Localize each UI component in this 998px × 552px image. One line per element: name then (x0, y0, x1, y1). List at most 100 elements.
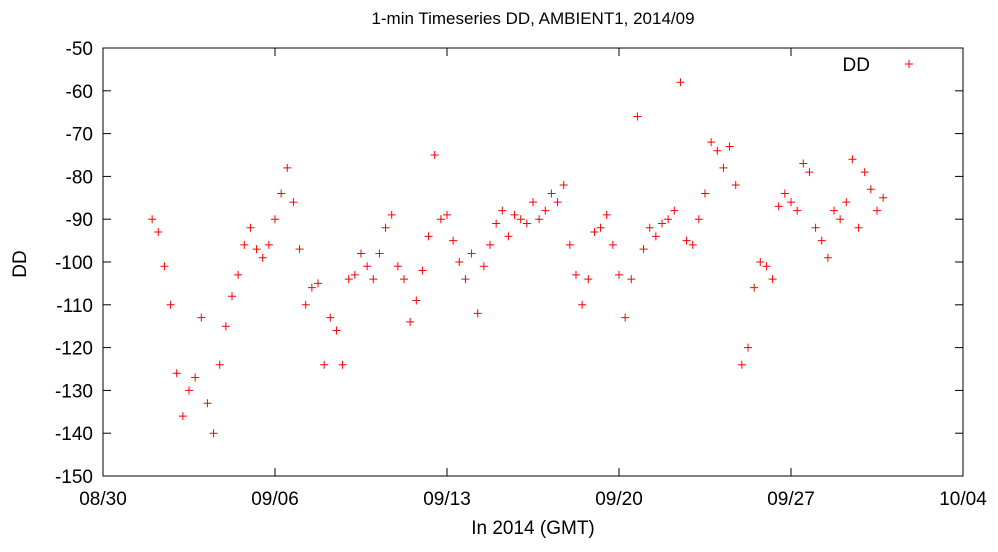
data-point (516, 215, 525, 224)
data-point (547, 189, 556, 198)
y-tick-label: -70 (66, 125, 93, 146)
data-point (744, 343, 752, 352)
data-point (535, 215, 544, 224)
data-point (578, 300, 587, 309)
x-axis: 08/30 09/06 09/13 09/20 09/27 10/04 (79, 48, 987, 510)
data-point (479, 262, 488, 271)
data-point (701, 189, 709, 198)
data-point (584, 275, 593, 284)
data-point (264, 240, 273, 249)
y-tick-label: -60 (66, 82, 93, 103)
data-point (830, 206, 838, 215)
data-point (277, 189, 286, 198)
data-point (320, 360, 329, 369)
data-point (178, 412, 187, 421)
y-tick-label: -110 (56, 296, 93, 317)
data-point (529, 198, 537, 207)
data-point (725, 142, 734, 151)
y-tick-label: -90 (66, 210, 93, 231)
data-point (565, 240, 574, 249)
data-point (590, 228, 599, 237)
data-point (504, 232, 513, 241)
data-points (148, 78, 888, 438)
data-point (412, 296, 421, 305)
data-point (301, 300, 310, 309)
data-point (375, 249, 384, 258)
data-point (381, 223, 390, 232)
data-point (510, 210, 519, 219)
data-point (406, 317, 415, 326)
data-point (676, 78, 685, 87)
data-point (522, 219, 531, 228)
data-point (879, 193, 888, 202)
data-point (258, 253, 267, 262)
data-point (621, 313, 630, 322)
data-point (553, 198, 562, 207)
x-tick-label: 10/04 (939, 489, 987, 510)
data-point (289, 198, 298, 207)
data-point (332, 326, 341, 335)
x-axis-label: In 2014 (GMT) (471, 518, 595, 539)
y-tick-label: -100 (55, 253, 93, 274)
data-point (326, 313, 335, 322)
data-point (737, 360, 746, 369)
y-tick-label: -130 (55, 381, 93, 402)
data-point (860, 168, 869, 177)
data-point (209, 429, 218, 438)
data-point (731, 180, 740, 189)
data-point (799, 159, 808, 168)
legend-marker (905, 60, 913, 68)
data-point (873, 206, 881, 215)
data-point (400, 275, 408, 284)
data-point (443, 210, 451, 219)
data-point (780, 189, 789, 198)
data-point (387, 210, 396, 219)
x-tick-label: 08/30 (79, 489, 127, 510)
data-point (633, 112, 642, 121)
data-point (197, 313, 206, 322)
y-axis: -50 -60 -70 -80 -90 -100 -110 -120 -130 -140 -150 (55, 39, 963, 488)
data-point (823, 253, 832, 262)
data-point (154, 228, 163, 237)
data-point (191, 373, 200, 382)
data-point (762, 262, 771, 271)
data-point (430, 151, 439, 159)
data-point (246, 223, 255, 232)
data-point (295, 245, 304, 254)
chart-title: 1-min Timeseries DD, AMBIENT1, 2014/09 (371, 9, 694, 28)
data-point (203, 399, 212, 408)
data-point (670, 206, 679, 215)
data-point (805, 168, 814, 177)
data-point (455, 258, 464, 266)
data-point (541, 206, 550, 215)
data-point (234, 270, 243, 279)
data-point (774, 202, 783, 211)
data-point (160, 262, 169, 271)
legend-label: DD (843, 55, 870, 76)
data-point (713, 146, 722, 155)
data-point (418, 266, 427, 275)
data-point (338, 360, 347, 369)
y-axis-label: DD (10, 250, 31, 277)
data-point (486, 240, 494, 249)
data-point (787, 198, 795, 207)
data-point (836, 215, 845, 224)
data-point (651, 232, 660, 241)
data-point (185, 386, 193, 395)
data-point (344, 275, 353, 284)
data-point (707, 138, 716, 147)
data-point (602, 210, 611, 219)
data-point (492, 219, 501, 228)
data-point (817, 236, 826, 245)
data-point (866, 185, 875, 194)
data-point (768, 275, 777, 284)
x-tick-label: 09/20 (595, 489, 643, 510)
data-point (166, 300, 175, 309)
data-point (436, 215, 445, 224)
legend: DD (843, 55, 913, 76)
data-point (682, 236, 691, 245)
data-point (572, 270, 580, 279)
data-point (228, 292, 236, 301)
data-point (627, 275, 636, 284)
